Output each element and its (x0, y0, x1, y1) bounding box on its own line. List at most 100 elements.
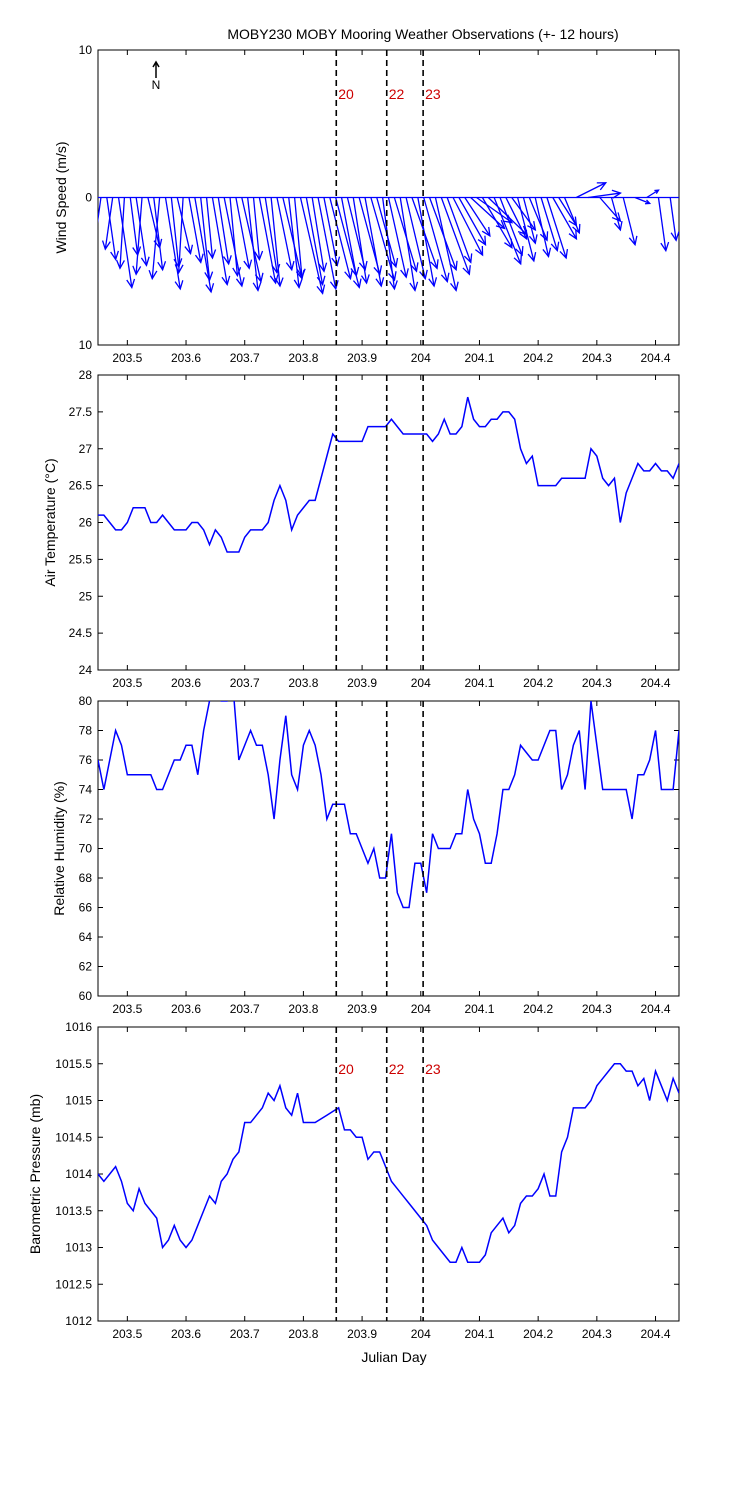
wind-vector-head (400, 268, 409, 279)
x-tick-label: 204.4 (641, 351, 671, 365)
wind-vector (247, 197, 259, 291)
wind-vector (178, 197, 184, 273)
wind-vector (522, 197, 536, 244)
wind-vector (117, 197, 133, 288)
wind-vector (534, 197, 550, 257)
wind-vector (317, 197, 337, 290)
x-tick-label: 204.1 (464, 1002, 494, 1016)
wind-vector-head (174, 264, 184, 275)
wind-vector-head (596, 182, 608, 191)
wind-vector-head (115, 259, 125, 270)
wind-vector-head (331, 256, 341, 267)
wind-vector (540, 197, 558, 251)
wind-vector-head (204, 271, 214, 282)
wind-vector-head (495, 219, 506, 230)
wind-vector-head (628, 235, 638, 247)
wind-vector-head (611, 212, 622, 223)
wind-vector-head (101, 240, 111, 251)
x-tick-label: 203.6 (171, 351, 201, 365)
y-tick-label: 1016 (65, 1020, 92, 1034)
y-tick-label: 72 (79, 812, 93, 826)
wind-vector-head (430, 259, 439, 270)
x-tick-label: 204 (411, 1327, 431, 1341)
x-tick-label: 203.5 (112, 351, 142, 365)
wind-vector (200, 197, 211, 281)
north-arrow-head (152, 60, 160, 68)
wind-vector (235, 197, 250, 269)
wind-vector-head (221, 275, 231, 286)
wind-vector (393, 197, 418, 272)
event-marker-label: 23 (425, 1061, 441, 1077)
y-tick-label: 1014.5 (55, 1130, 92, 1144)
y-tick-label: 24.5 (69, 626, 93, 640)
x-tick-label: 203.6 (171, 1327, 201, 1341)
y-tick-label: 25 (79, 589, 93, 603)
wind-vector-head (140, 256, 150, 267)
y-tick-label: 28 (79, 368, 93, 382)
wind-vector (546, 197, 567, 259)
wind-vector-head (388, 280, 398, 291)
wind-vector (147, 197, 161, 248)
x-tick-label: 204.2 (523, 1327, 553, 1341)
x-tick-label: 203.7 (230, 1327, 260, 1341)
wind-vector-head (126, 278, 136, 289)
wind-vector-head (373, 265, 383, 276)
x-tick-label: 203.6 (171, 676, 201, 690)
x-tick-label: 204.3 (582, 676, 612, 690)
wind-vector (669, 197, 677, 241)
y-tick-label: 74 (79, 783, 93, 797)
x-tick-label: 203.7 (230, 1002, 260, 1016)
wind-vector (170, 197, 180, 267)
wind-vector (299, 197, 324, 294)
wind-vector-head (449, 260, 458, 272)
wind-vector (98, 197, 102, 224)
chart-panel-3: 203.5 203.6 203.7 203.8 203.9 204 204.1 204.2 20… (51, 694, 680, 1016)
x-tick-label: 203.5 (112, 676, 142, 690)
x-tick-label: 203.5 (112, 1327, 142, 1341)
y-tick-label: 10 (79, 338, 93, 352)
wind-vector (563, 197, 580, 234)
wind-vector (423, 197, 448, 282)
wind-vector-head (86, 274, 94, 283)
wind-vector-head (613, 220, 623, 232)
y-axis-label: Relative Humidity (%) (51, 781, 67, 916)
wind-vector-head (542, 247, 552, 258)
wind-vector-head (515, 246, 524, 257)
wind-vector-head (670, 231, 679, 242)
wind-vector (276, 197, 293, 270)
wind-vector-head (481, 226, 491, 238)
y-tick-label: 70 (79, 842, 93, 856)
wind-vector-head (352, 278, 362, 289)
wind-vector (106, 197, 117, 260)
wind-vector-head (207, 249, 217, 260)
wind-vector (634, 196, 650, 205)
wind-vector (499, 197, 523, 256)
wind-vector (399, 197, 416, 291)
wind-vector-head (344, 269, 353, 281)
chart-title: MOBY230 MOBY Mooring Weather Observation… (227, 26, 618, 42)
y-tick-label: 1012.5 (55, 1277, 92, 1291)
wind-vector-head (271, 263, 281, 275)
y-tick-label: 26 (79, 516, 93, 530)
x-tick-label: 204.3 (582, 1327, 612, 1341)
wind-vector-head (296, 268, 306, 279)
x-tick-label: 204.2 (523, 351, 553, 365)
y-tick-label: 25.5 (69, 552, 93, 566)
wind-vector (340, 197, 357, 276)
wind-vector-head (243, 259, 253, 270)
y-tick-label: 1014 (65, 1167, 92, 1181)
wind-vector (329, 197, 352, 279)
y-tick-label: 27.5 (69, 405, 93, 419)
y-tick-label: 62 (79, 960, 93, 974)
wind-vector (104, 197, 114, 250)
wind-vector-head (513, 254, 522, 266)
y-tick-label: 24 (79, 663, 93, 677)
axes-box (97, 374, 680, 671)
wind-vector (646, 189, 659, 199)
wind-vector (293, 197, 303, 278)
wind-vector (151, 197, 161, 279)
wind-vector (622, 197, 636, 245)
wind-vector-head (450, 281, 459, 292)
y-tick-label: 27 (79, 442, 93, 456)
